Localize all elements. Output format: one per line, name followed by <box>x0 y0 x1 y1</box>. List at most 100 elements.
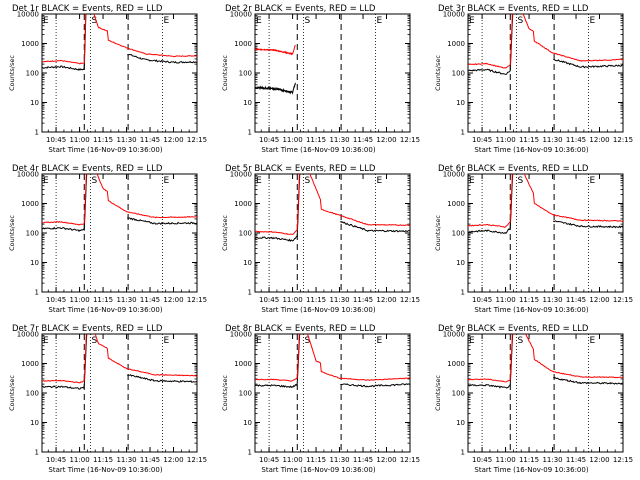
y-tick-label: 10 <box>30 419 39 427</box>
y-tick-label: 10 <box>456 259 465 267</box>
x-tick-label: 11:30 <box>329 136 349 144</box>
marker-e-end: E <box>164 336 170 346</box>
x-tick-label: 11:15 <box>306 296 326 304</box>
y-tick-label: 10000 <box>230 11 252 19</box>
y-tick-label: 10000 <box>443 331 465 339</box>
x-tick-label: 12:15 <box>613 296 633 304</box>
marker-s: S <box>92 16 98 26</box>
plot-panel: Det 5r BLACK = Events, RED = LLD 1 10 100 10… <box>221 164 420 314</box>
events-series-line <box>255 174 410 242</box>
y-tick-label: 100 <box>452 230 465 238</box>
x-tick-label: 11:00 <box>495 456 515 464</box>
y-tick-label: 100 <box>239 390 252 398</box>
marker-e-end: E <box>377 336 383 346</box>
x-tick-label: 11:00 <box>282 296 302 304</box>
x-tick-label: 11:00 <box>282 136 302 144</box>
y-tick-label: 10 <box>243 99 252 107</box>
x-tick-label: 11:15 <box>93 456 113 464</box>
y-tick-label: 100 <box>26 390 39 398</box>
x-axis-label: Start Time (16-Nov-09 10:36:00) <box>48 306 162 314</box>
marker-s: S <box>518 336 524 346</box>
y-axis-label: Counts/sec <box>221 375 229 411</box>
y-axis-label: Counts/sec <box>8 375 16 411</box>
x-tick-label: 11:30 <box>329 456 349 464</box>
x-tick-label: 11:45 <box>566 456 586 464</box>
y-axis-label: Counts/sec <box>434 55 442 91</box>
y-tick-label: 1000 <box>447 40 465 48</box>
events-series-line <box>42 14 197 71</box>
y-tick-label: 1 <box>248 449 252 457</box>
x-tick-label: 12:15 <box>400 136 420 144</box>
x-tick-label: 12:00 <box>589 136 609 144</box>
x-tick-label: 11:45 <box>140 136 160 144</box>
y-tick-label: 1000 <box>21 360 39 368</box>
y-tick-label: 1000 <box>21 40 39 48</box>
marker-s: S <box>518 176 524 186</box>
x-tick-label: 11:45 <box>353 296 373 304</box>
lld-series-line <box>42 174 197 226</box>
y-tick-label: 1 <box>35 449 39 457</box>
marker-e-start: E <box>43 336 49 346</box>
x-tick-label: 11:00 <box>69 136 89 144</box>
x-tick-label: 11:45 <box>140 296 160 304</box>
plot-panel: Det 2r BLACK = Events, RED = LLD 1 10 100 10… <box>221 4 420 154</box>
x-tick-label: 10:45 <box>259 296 279 304</box>
marker-e-start: E <box>256 176 262 186</box>
events-series-line <box>42 334 197 390</box>
x-tick-label: 10:45 <box>46 136 66 144</box>
lld-series-line <box>42 334 197 384</box>
y-tick-label: 100 <box>239 230 252 238</box>
axis-frame <box>254 333 411 453</box>
y-tick-label: 100 <box>452 70 465 78</box>
y-tick-label: 10 <box>243 259 252 267</box>
y-tick-label: 10000 <box>17 171 39 179</box>
x-tick-label: 11:15 <box>306 136 326 144</box>
x-tick-label: 12:00 <box>376 296 396 304</box>
marker-e-start: E <box>469 336 475 346</box>
x-tick-label: 11:30 <box>116 296 136 304</box>
plot-panel: Det 7r BLACK = Events, RED = LLD 1 10 100 10… <box>8 324 207 474</box>
y-tick-label: 10000 <box>17 331 39 339</box>
marker-e-end: E <box>377 176 383 186</box>
y-tick-label: 1 <box>248 129 252 137</box>
marker-s: S <box>305 16 311 26</box>
y-tick-label: 1 <box>461 129 465 137</box>
y-tick-label: 10 <box>243 419 252 427</box>
panel-title: Det 7r BLACK = Events, RED = LLD <box>12 324 163 334</box>
panel-title: Det 8r BLACK = Events, RED = LLD <box>225 324 376 334</box>
panel-title: Det 6r BLACK = Events, RED = LLD <box>438 164 589 174</box>
x-tick-label: 12:00 <box>376 456 396 464</box>
x-tick-label: 11:45 <box>566 296 586 304</box>
lld-series-line <box>255 334 410 382</box>
x-tick-label: 11:45 <box>353 136 373 144</box>
x-tick-label: 12:00 <box>589 456 609 464</box>
lld-series-line <box>255 44 296 56</box>
x-tick-label: 11:15 <box>306 456 326 464</box>
x-tick-label: 11:45 <box>353 456 373 464</box>
y-tick-label: 1 <box>35 129 39 137</box>
y-tick-label: 1000 <box>21 200 39 208</box>
x-tick-label: 12:15 <box>400 456 420 464</box>
events-series-line <box>255 82 296 95</box>
x-tick-label: 12:15 <box>613 136 633 144</box>
x-tick-label: 11:00 <box>282 456 302 464</box>
x-tick-label: 11:00 <box>495 136 515 144</box>
x-tick-label: 12:15 <box>400 296 420 304</box>
x-tick-label: 10:45 <box>472 296 492 304</box>
marker-e-end: E <box>590 16 596 26</box>
x-tick-label: 12:00 <box>163 296 183 304</box>
events-series-line <box>468 14 623 75</box>
marker-s: S <box>92 336 98 346</box>
x-tick-label: 10:45 <box>46 296 66 304</box>
x-tick-label: 11:30 <box>542 296 562 304</box>
lld-series-line <box>468 14 623 69</box>
marker-e-start: E <box>469 176 475 186</box>
lld-series-line <box>42 14 197 65</box>
x-axis-label: Start Time (16-Nov-09 10:36:00) <box>48 466 162 474</box>
y-tick-label: 100 <box>26 70 39 78</box>
y-tick-label: 10000 <box>230 171 252 179</box>
x-tick-label: 12:00 <box>163 456 183 464</box>
x-tick-label: 11:00 <box>69 296 89 304</box>
x-axis-label: Start Time (16-Nov-09 10:36:00) <box>261 146 375 154</box>
